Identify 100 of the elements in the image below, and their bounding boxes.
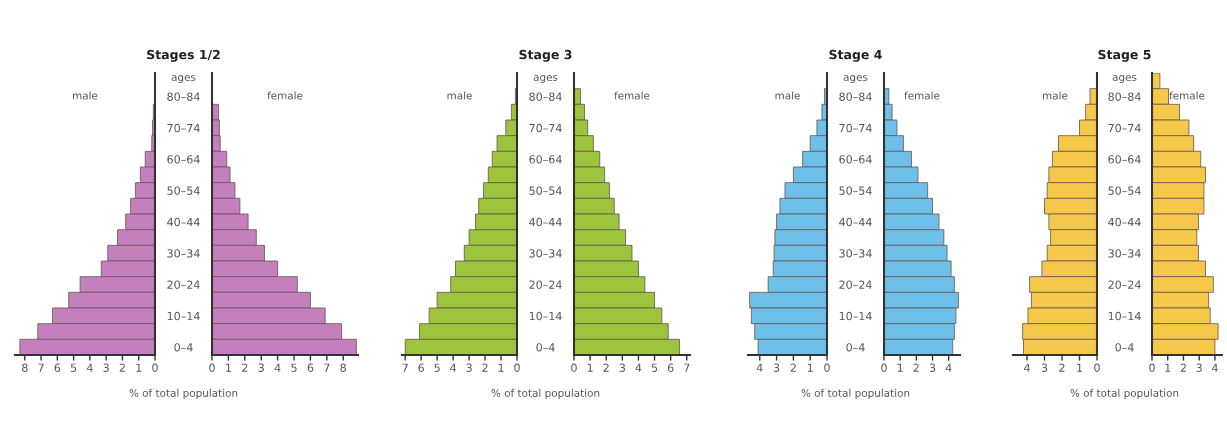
x-tick-label: 0	[881, 363, 887, 372]
x-tick-label: 4	[1024, 363, 1030, 372]
x-tick-label: 8	[340, 363, 347, 372]
x-tick-label: 2	[482, 363, 488, 372]
x-tick-label: 1	[1077, 363, 1083, 372]
x-tick-label: 3	[929, 363, 936, 372]
y-tick-label: 70–74	[1108, 123, 1141, 133]
x-tick-label: 6	[307, 363, 314, 372]
x-tick-label: 1	[1165, 363, 1171, 372]
annotation: male	[1043, 91, 1068, 100]
x-tick-label: 2	[913, 363, 919, 372]
x-axis-title: % of total population	[1070, 388, 1179, 399]
x-tick-label: 5	[70, 363, 77, 372]
y-tick-label: 80–84	[167, 92, 200, 101]
x-tick-label: 0	[571, 363, 577, 372]
y-tick-label: 10–14	[529, 311, 562, 321]
y-tick-label: 80–84	[1108, 92, 1141, 101]
y-tick-label: 70–74	[839, 123, 872, 133]
y-tick-label: 30–34	[839, 249, 872, 258]
y-axis-title: ages	[843, 75, 868, 84]
text: Stages 1/2	[147, 49, 220, 62]
y-tick-label: 50–54	[529, 186, 562, 195]
x-tick-label: 4	[86, 363, 93, 372]
x-tick-label: 3	[258, 363, 264, 372]
y-tick-label: 70–74	[167, 123, 200, 133]
x-tick-label: 6	[418, 363, 424, 372]
x-tick-label: 0	[209, 363, 215, 372]
x-tick-label: 0	[514, 363, 520, 372]
x-tick-label: 0	[824, 363, 830, 372]
x-tick-label: 2	[603, 363, 609, 372]
x-tick-label: 4	[756, 363, 763, 372]
y-tick-label: 60–64	[1108, 155, 1141, 164]
x-tick-label: 1	[136, 363, 142, 372]
y-tick-label: 0–4	[1115, 343, 1134, 352]
x-tick-label: 3	[619, 363, 625, 372]
text: Stage 3	[519, 49, 572, 62]
x-axis-title: % of total population	[491, 388, 600, 399]
y-axis-title: ages	[1112, 75, 1137, 84]
x-tick-label: 4	[945, 363, 952, 372]
annotation: female	[1169, 91, 1205, 100]
x-tick-label: 6	[54, 363, 61, 372]
y-tick-label: 40–44	[529, 217, 562, 227]
x-tick-label: 2	[1059, 363, 1065, 372]
x-tick-label: 3	[466, 363, 472, 372]
x-tick-label: 5	[651, 363, 658, 372]
x-tick-label: 7	[684, 363, 690, 372]
x-tick-label: 4	[1211, 363, 1218, 372]
y-tick-label: 0–4	[536, 343, 555, 352]
x-axis-title: % of total population	[129, 388, 238, 399]
y-tick-label: 30–34	[1108, 249, 1141, 258]
y-tick-label: 0–4	[846, 343, 865, 352]
annotation: male	[73, 91, 98, 100]
y-tick-label: 10–14	[167, 311, 200, 321]
x-tick-label: 4	[274, 363, 281, 372]
x-tick-label: 1	[498, 363, 504, 372]
y-tick-label: 40–44	[839, 217, 872, 227]
y-tick-label: 20–24	[839, 280, 872, 289]
x-tick-label: 1	[587, 363, 593, 372]
y-tick-label: 30–34	[167, 249, 200, 258]
x-tick-label: 8	[21, 363, 28, 372]
x-tick-label: 2	[242, 363, 248, 372]
annotation: female	[904, 91, 940, 100]
y-tick-label: 20–24	[167, 280, 200, 289]
y-tick-label: 30–34	[529, 249, 562, 258]
x-tick-label: 7	[324, 363, 330, 372]
y-tick-label: 40–44	[167, 217, 200, 227]
text: Stage 4	[829, 49, 882, 62]
x-axis-title: % of total population	[801, 388, 910, 399]
y-tick-label: 50–54	[1108, 186, 1141, 195]
y-tick-label: 60–64	[839, 155, 872, 164]
y-tick-label: 70–74	[529, 123, 562, 133]
y-tick-label: 20–24	[1108, 280, 1141, 289]
x-tick-label: 5	[291, 363, 297, 372]
x-tick-label: 3	[103, 363, 109, 372]
x-tick-label: 4	[450, 363, 457, 372]
text: Stage 5	[1098, 49, 1151, 62]
x-tick-label: 0	[1094, 363, 1100, 372]
y-tick-label: 80–84	[839, 92, 872, 101]
x-tick-label: 6	[667, 363, 674, 372]
annotation: male	[775, 91, 800, 100]
x-tick-label: 0	[152, 363, 158, 372]
x-tick-label: 7	[402, 363, 408, 372]
y-tick-label: 40–44	[1108, 217, 1141, 227]
x-tick-label: 2	[790, 363, 796, 372]
x-tick-label: 3	[773, 363, 780, 372]
annotation: female	[614, 91, 650, 100]
y-tick-label: 50–54	[167, 186, 200, 195]
y-tick-label: 80–84	[529, 92, 562, 101]
x-tick-label: 3	[1196, 363, 1202, 372]
x-tick-label: 4	[635, 363, 642, 372]
x-tick-label: 2	[1180, 363, 1186, 372]
y-tick-label: 60–64	[167, 155, 200, 164]
y-tick-label: 10–14	[839, 311, 872, 321]
x-tick-label: 3	[1041, 363, 1048, 372]
y-axis-title: ages	[171, 75, 196, 84]
x-tick-label: 1	[226, 363, 231, 372]
x-tick-label: 1	[807, 363, 813, 372]
y-tick-label: 0–4	[174, 343, 193, 352]
y-tick-label: 10–14	[1108, 311, 1141, 321]
annotation: male	[447, 91, 472, 100]
